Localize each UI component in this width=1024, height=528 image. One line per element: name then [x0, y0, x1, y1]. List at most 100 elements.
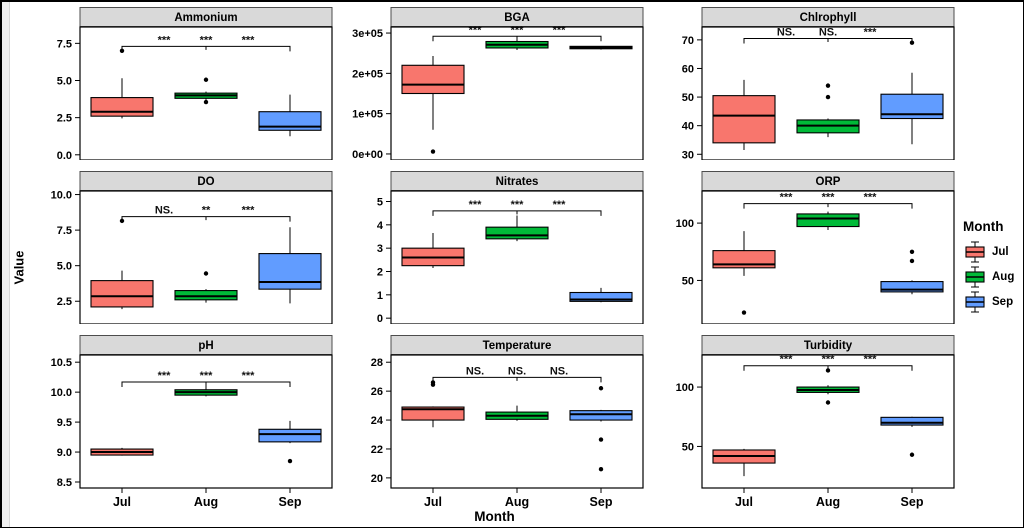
y-tick-label: 4: [377, 220, 384, 232]
significance-label: ***: [822, 192, 836, 204]
significance-label: NS.: [466, 365, 484, 377]
outlier-point: [203, 77, 209, 82]
y-tick-label: 9.0: [57, 447, 72, 459]
outlier-point: [203, 271, 209, 276]
facet-title: Chlrophyll: [800, 12, 857, 24]
x-tick-sep: Sep: [901, 495, 924, 509]
legend-title: Month: [963, 219, 1004, 234]
y-tick-label: 9.5: [57, 417, 72, 429]
box-sep: [880, 281, 944, 293]
facet-cell-do: DO 2.5 5.0 7.5 10.0 NS. ** ***: [28, 171, 339, 324]
significance-label: NS.: [819, 26, 837, 38]
box-aug: [796, 213, 860, 228]
significance-bracket: [743, 365, 913, 371]
y-tick-label: 50: [682, 275, 694, 287]
y-tick-label: 2.5: [57, 296, 72, 308]
facet-cell-ph: pH 8.5 9.0 9.5 10.0 10.5 *** *** *** Jul Aug Sep: [28, 335, 339, 509]
y-tick-label: 5: [377, 197, 383, 209]
y-tick-label: 40: [682, 121, 694, 133]
y-tick-label: 10.0: [51, 387, 72, 399]
box-sep: [258, 253, 322, 290]
legend-key-jul-icon: [965, 241, 985, 263]
box-jul: [90, 280, 154, 308]
significance-bracket: [743, 37, 913, 44]
y-tick-label: 0: [377, 313, 383, 324]
facet-title: pH: [198, 340, 213, 352]
facet-cell-ammonium: Ammonium 0.0 2.5 5.0 7.5 *** *** ***: [28, 7, 339, 160]
facet-panel-orp: ORP 50 100 *** *** ***: [676, 171, 955, 324]
significance-label: ***: [864, 26, 878, 38]
facet-panel-nitrates: Nitrates 0 1 2 3 4 5 *** *** ***: [377, 171, 644, 324]
box-sep: [569, 410, 633, 421]
significance-bracket: [121, 216, 291, 222]
outlier-point: [909, 258, 915, 264]
facet-cell-bga: BGA 0e+00 1e+05 2e+05 3e+05 *** *** ***: [339, 7, 650, 160]
y-tick-label: 10.0: [51, 190, 72, 202]
box-aug: [485, 226, 549, 240]
significance-label: ***: [511, 24, 525, 36]
legend-entry-sep: Sep: [963, 290, 1014, 314]
legend-label-aug: Aug: [992, 271, 1015, 283]
box-sep: [569, 291, 633, 302]
facet-panel-ph: pH 8.5 9.0 9.5 10.0 10.5 *** *** *** Jul Aug Sep: [51, 335, 333, 509]
facet-title: ORP: [816, 176, 841, 188]
outlier-point: [825, 83, 831, 88]
significance-bracket: [432, 210, 602, 216]
box-jul: [90, 97, 154, 117]
facet-title: Ammonium: [174, 12, 237, 24]
box-sep: [258, 428, 322, 443]
box-jul: [712, 95, 776, 144]
significance-label: ***: [200, 34, 214, 46]
significance-label: ***: [822, 354, 836, 366]
significance-label: ***: [158, 34, 172, 46]
significance-bracket: [743, 203, 913, 209]
outlier-point: [909, 452, 915, 457]
box-aug: [174, 290, 238, 301]
significance-label: ***: [242, 205, 256, 217]
legend-entry-jul: Jul: [963, 240, 1014, 264]
facet-title: Turbidity: [804, 340, 853, 352]
outlier-point: [598, 386, 604, 391]
x-tick-jul: Jul: [113, 495, 131, 509]
x-tick-aug: Aug: [816, 495, 840, 509]
facet-panel-chlrophyll: Chlrophyll 30 40 50 60 70 NS. NS. ***: [682, 7, 955, 160]
facet-panel-do: DO2.55.07.510.0NS. ** ***: [51, 171, 333, 324]
outlier-point: [287, 458, 293, 464]
significance-label: ***: [553, 199, 567, 211]
facet-panel-bga: BGA 0e+00 1e+05 2e+05 3e+05 *** *** ***: [352, 7, 644, 160]
significance-label: ***: [469, 199, 483, 211]
significance-label: ***: [469, 24, 483, 36]
legend-entry-aug: Aug: [963, 265, 1014, 289]
y-tick-label: 50: [682, 441, 694, 453]
legend-key-sep-icon: [965, 291, 985, 313]
x-tick-sep: Sep: [590, 495, 613, 509]
facet-title: Temperature: [483, 340, 552, 352]
legend: Month Jul Aug Sep: [961, 7, 1023, 527]
y-tick-label: 2e+05: [352, 68, 383, 80]
significance-bracket: [432, 376, 602, 383]
facet-title: BGA: [504, 12, 530, 24]
significance-label: NS.: [155, 205, 173, 217]
y-tick-label: 100: [676, 218, 694, 230]
y-tick-label: 5.0: [57, 75, 72, 87]
significance-label: ***: [864, 192, 878, 204]
significance-bracket: [121, 45, 291, 52]
significance-label: ***: [780, 192, 794, 204]
y-tick-label: 30: [682, 149, 694, 160]
legend-label-jul: Jul: [992, 246, 1009, 258]
significance-label: **: [202, 205, 211, 217]
significance-label: ***: [553, 24, 567, 36]
significance-bracket: [432, 35, 602, 42]
facet-grid-column: Ammonium 0.0 2.5 5.0 7.5 *** *** *** BGA 0e+00 1e+…: [28, 7, 961, 527]
outlier-point: [430, 149, 436, 154]
box-jul: [401, 406, 465, 421]
significance-label: NS.: [508, 365, 526, 377]
facet-panel-turbidity: Turbidity 50 100 *** *** *** Jul Aug Sep: [676, 335, 955, 509]
outlier-point: [825, 94, 831, 100]
y-tick-label: 10.5: [51, 357, 72, 369]
facet-title: Nitrates: [496, 176, 539, 188]
y-tick-label: 7.5: [57, 38, 72, 50]
y-tick-label: 26: [371, 386, 383, 398]
significance-label: ***: [780, 354, 794, 366]
